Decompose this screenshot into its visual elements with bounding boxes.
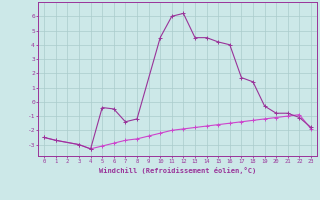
X-axis label: Windchill (Refroidissement éolien,°C): Windchill (Refroidissement éolien,°C): [99, 167, 256, 174]
